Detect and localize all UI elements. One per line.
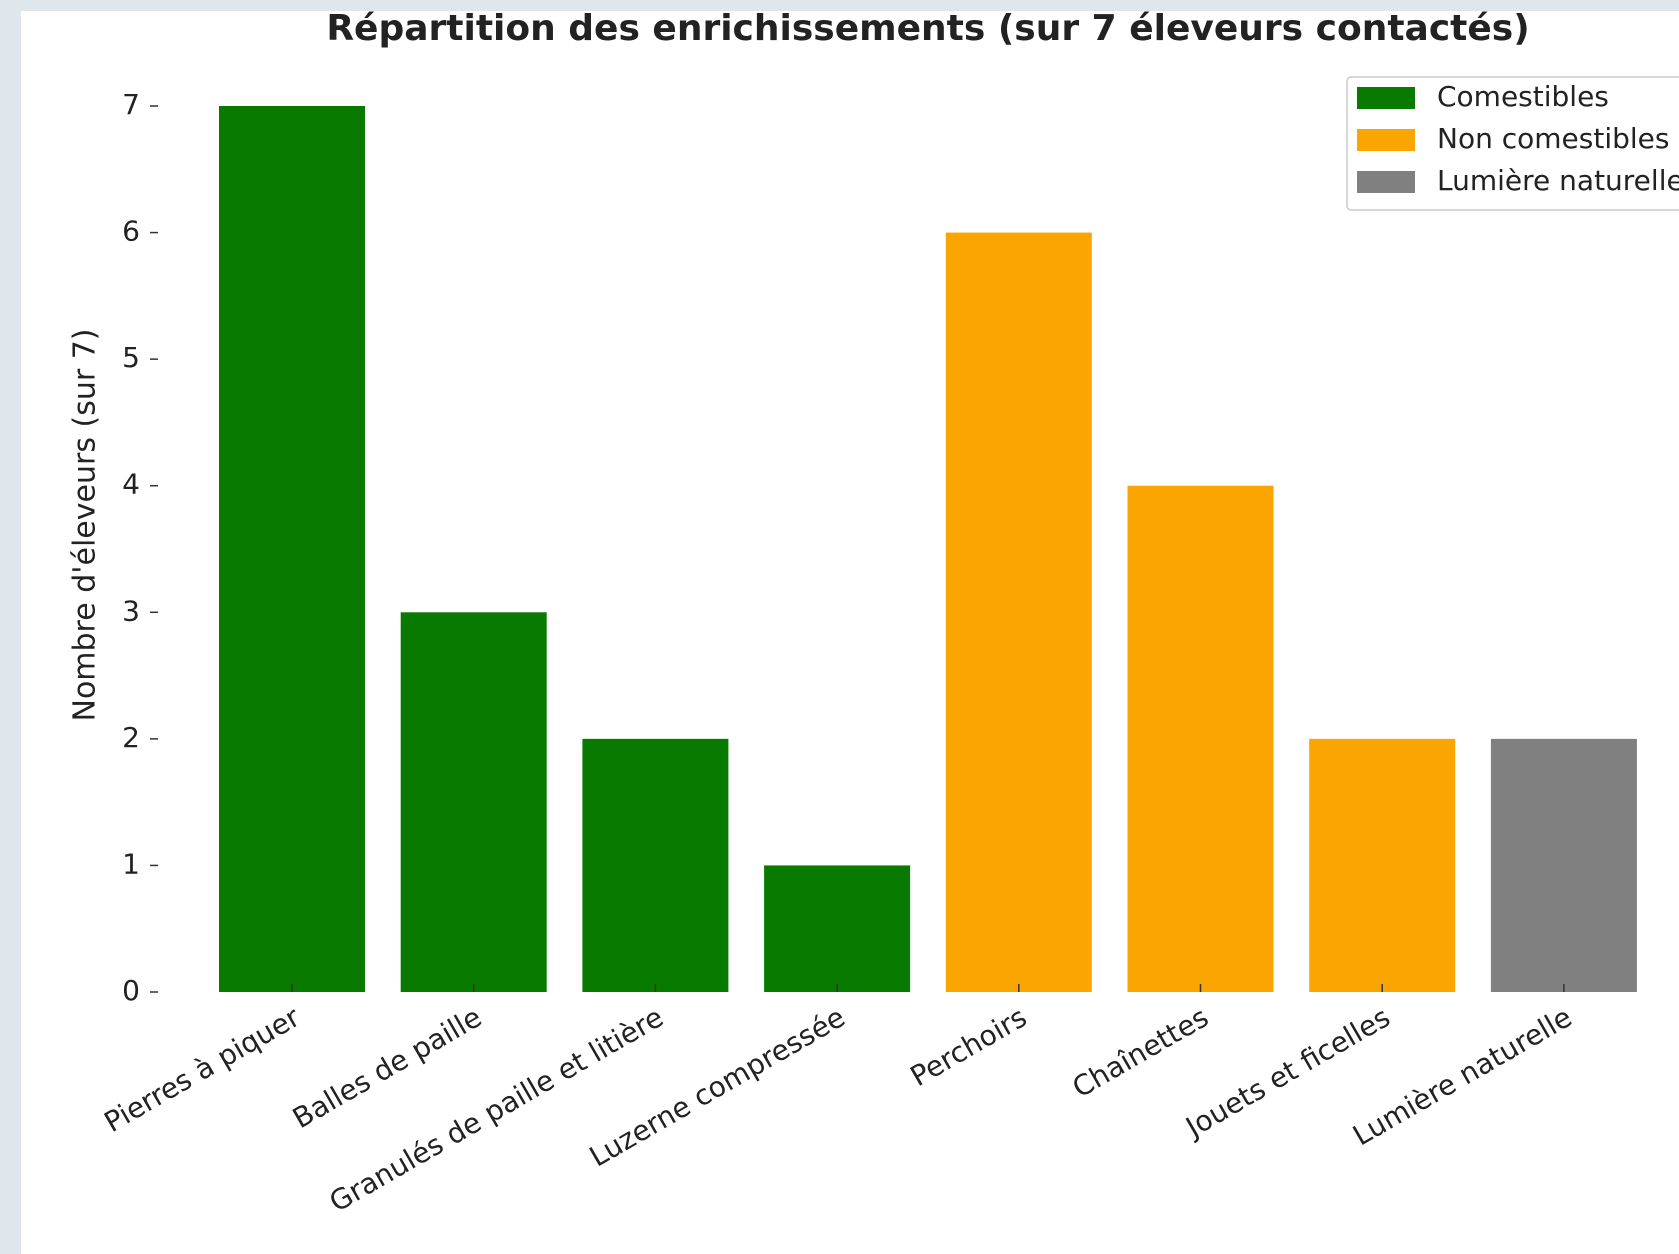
y-tick-label: 5 <box>122 341 140 374</box>
bar <box>219 106 365 992</box>
legend-swatch <box>1357 171 1415 193</box>
chart-title: Répartition des enrichissements (sur 7 é… <box>326 8 1529 49</box>
legend-label: Lumière naturelle <box>1437 164 1679 197</box>
bar <box>1127 485 1274 992</box>
y-tick-label: 2 <box>122 721 140 754</box>
legend-box <box>1346 76 1679 211</box>
bar <box>400 612 547 992</box>
y-tick-label: 4 <box>122 468 140 501</box>
bar <box>1490 738 1637 992</box>
legend-label: Non comestibles <box>1437 122 1669 155</box>
bar <box>764 865 911 992</box>
y-tick-label: 7 <box>122 88 140 121</box>
y-axis-label: Nombre d'éleveurs (sur 7) <box>68 328 103 721</box>
legend-label: Comestibles <box>1437 80 1609 113</box>
y-tick-label: 1 <box>122 847 140 880</box>
bar <box>582 738 729 992</box>
bar <box>1309 738 1456 992</box>
legend-swatch <box>1357 87 1415 109</box>
y-tick-label: 6 <box>122 215 140 248</box>
bar <box>945 232 1092 993</box>
y-tick-label: 3 <box>122 594 140 627</box>
legend-swatch <box>1357 129 1415 151</box>
y-tick-label: 0 <box>122 974 140 1007</box>
